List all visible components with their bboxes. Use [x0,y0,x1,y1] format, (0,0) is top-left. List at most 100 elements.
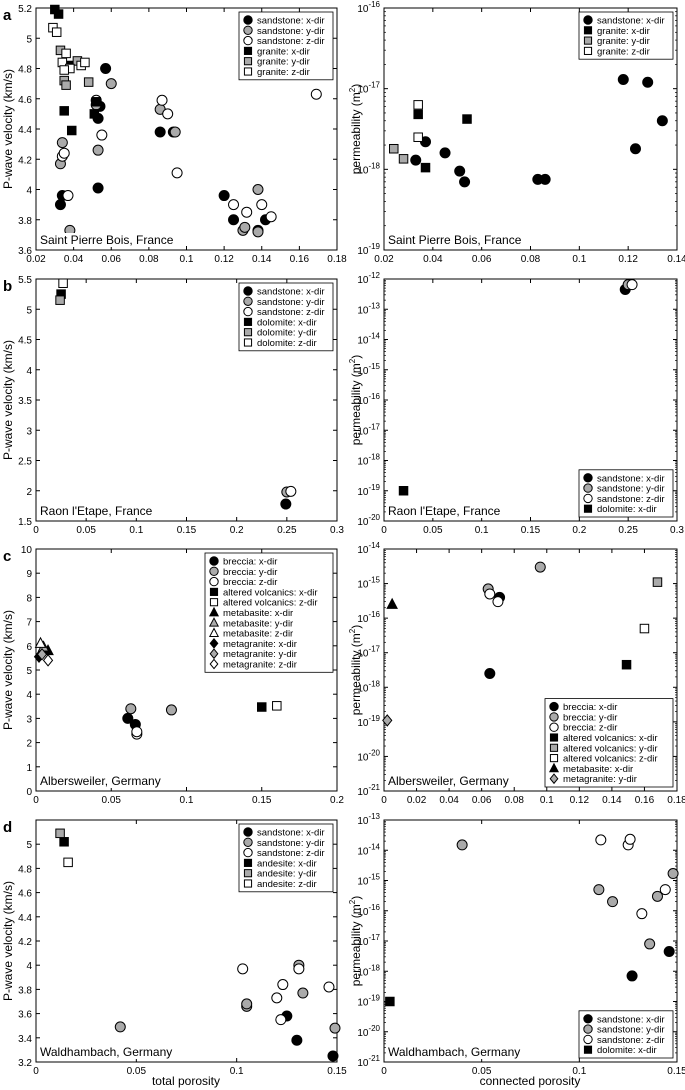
y-tick-label: 4.5 [18,336,32,347]
legend-marker [549,722,559,732]
data-point [617,73,629,85]
data-point [492,596,504,608]
x-tick-label: 0 [33,795,39,806]
x-tick-label: 0.1 [129,525,143,536]
data-point [398,486,409,496]
data-point [398,154,409,164]
x-tick-label: 0.08 [504,795,524,806]
legend-entry: sandstone: x-dir [257,287,325,298]
legend-box [238,282,334,352]
data-point [171,167,183,179]
legend-marker [243,338,253,347]
data-point [218,190,230,202]
data-point [539,173,551,185]
data-point [484,588,496,600]
x-tick-label: 0.1 [572,1066,586,1077]
legend-entry: granite: z-dir [257,67,310,78]
data-point [629,143,641,155]
y-tick-label: 4.2 [18,155,32,166]
data-point [169,126,181,138]
x-tick-label: 0.16 [635,795,655,806]
data-point [385,996,395,1007]
legend-entry: altered volcanics: z-dir [223,598,318,609]
legend-marker [243,869,253,878]
legend-entry: metabasite: x-dir [563,764,633,775]
data-point [62,190,74,202]
legend-entry: andesite: x-dir [257,858,317,869]
x-tick-label: 0.15 [252,795,272,806]
location-text: Waldhambach, Germany [40,1045,172,1059]
data-points [55,278,297,510]
location-label-bg [386,233,526,247]
data-points [382,561,663,727]
legend-marker [549,733,559,742]
y-axis-label: P-wave velocity (km/s) [1,881,15,1001]
y-tick-label: 4.4 [18,913,32,924]
data-point [257,702,267,712]
legend-marker [583,1045,593,1054]
x-tick-label: 0 [33,525,39,536]
y-tick-label: 4.8 [18,864,32,875]
data-point [36,647,48,661]
x-tick-label: 0.3 [670,525,684,536]
y-tick-label: 10-14 [357,332,380,347]
legend-marker [243,35,253,46]
legend-marker [209,637,219,649]
data-point [626,279,638,291]
x-tick-label: 0.2 [330,795,344,806]
x-tick-label: 0.05 [472,1066,492,1077]
data-point [122,712,134,724]
data-point [420,162,431,173]
y-tick-label: 5.2 [18,4,32,15]
y-tick-label: 4.6 [18,95,32,106]
legend-marker [243,67,253,76]
legend-marker [209,566,219,576]
legend-entry: metabasite: y-dir [223,618,293,629]
y-tick-label: 0 [26,787,32,798]
data-point [607,896,619,908]
data-point [228,199,240,211]
legend-entry: sandstone: x-dir [597,16,665,27]
data-points [48,4,322,238]
data-point [252,184,264,195]
data-point [659,884,671,896]
chart-d-left: 0 0.05 0.1 0.15 3.2 3.4 3.6 3.8 4 4.2 4.4 4.6 4.8 5 P-… [1,819,347,1077]
data-point [297,987,309,999]
data-point [413,132,423,142]
data-point [61,80,71,90]
y-tick-label: 10-19 [357,994,380,1009]
data-point [621,659,632,670]
x-tick-label: 0.3 [330,525,344,536]
data-point [293,963,305,975]
y-tick-label: 2 [26,487,32,498]
legend-entry: breccia: z-dir [563,723,617,734]
y-tick-label: 6 [26,642,32,653]
location-text: Albersweiler, Germany [388,774,509,788]
y-tick-label: 10-20 [357,513,380,528]
chart-c-right: 0 0.02 0.04 0.06 0.08 0.1 0.12 0.14 0.16 0.18 10-2… [348,541,685,806]
chart-c-left: 0 0.05 0.1 0.15 0.2 0 1 2 3 4 5 6 7 8 9 10 P-wave veloci… [1,545,344,806]
y-tick-label: 10-20 [357,1024,380,1039]
data-point [51,27,62,37]
x-tick-label: 0.15 [327,1066,347,1077]
location-label: Raon l'Etape, France [386,504,505,518]
y-tick-label: 3.6 [18,1010,32,1021]
legend-entry: sandstone: z-dir [257,848,325,859]
x-tick-label: 0.1 [180,254,194,265]
data-point [534,561,546,573]
y-tick-label: 2 [26,739,32,750]
y-tick-label: 5 [26,666,32,677]
location-label-bg [38,504,157,518]
data-point [100,63,112,74]
legend-marker [548,762,560,773]
x-tick-label: 0.1 [540,795,554,806]
data-point [459,176,471,188]
legend-marker [243,306,253,317]
y-tick-label: 3 [26,714,32,725]
y-tick-label: 10-13 [357,812,380,827]
x-tick-label: 0.2 [230,525,244,536]
